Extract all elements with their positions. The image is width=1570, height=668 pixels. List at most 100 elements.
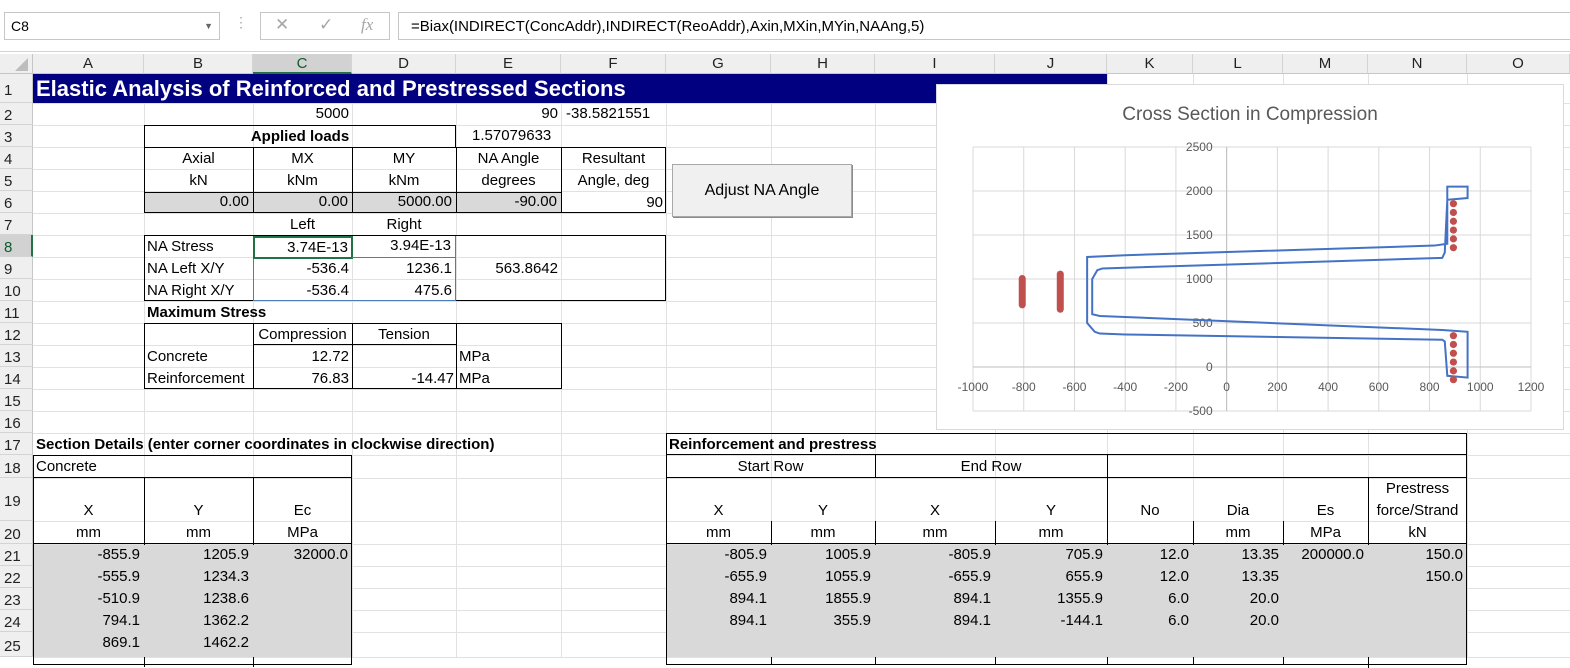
cell-g20[interactable]: mm bbox=[706, 524, 731, 541]
cell-a19[interactable]: X bbox=[83, 502, 94, 519]
cell-d4[interactable]: MY bbox=[392, 150, 416, 167]
reo-cell-y2[interactable]: -144.1 bbox=[1060, 612, 1103, 629]
cell-j20[interactable]: mm bbox=[1038, 524, 1064, 541]
cell-l19[interactable]: Dia bbox=[1226, 502, 1250, 519]
reo-cell-pf[interactable]: 150.0 bbox=[1425, 568, 1463, 585]
cell-f4[interactable]: Resultant bbox=[581, 150, 646, 167]
cell-b8[interactable]: NA Stress bbox=[147, 238, 214, 255]
row-header-22[interactable]: 22 bbox=[0, 566, 33, 588]
reo-cell-y1[interactable]: 1055.9 bbox=[825, 568, 871, 585]
select-all-corner[interactable] bbox=[0, 54, 33, 74]
reo-cell-dia[interactable]: 20.0 bbox=[1249, 590, 1279, 607]
cell-n20[interactable]: kN bbox=[1408, 524, 1427, 541]
cell-d5[interactable]: kNm bbox=[388, 172, 420, 189]
reo-cell-x2[interactable]: 894.1 bbox=[953, 612, 991, 629]
cell-a20[interactable]: mm bbox=[76, 524, 101, 541]
cell-b5[interactable]: kN bbox=[189, 172, 208, 189]
row-header-19[interactable]: 19 bbox=[0, 478, 33, 521]
function-icon[interactable]: fx bbox=[361, 15, 374, 34]
row-header-1[interactable]: 1 bbox=[0, 74, 33, 103]
reo-cell-y2[interactable]: 1355.9 bbox=[1057, 590, 1103, 607]
column-header-l[interactable]: L bbox=[1193, 54, 1283, 74]
cell-c4[interactable]: MX bbox=[291, 150, 314, 167]
cell-b9[interactable]: NA Left X/Y bbox=[147, 260, 225, 277]
row-header-21[interactable]: 21 bbox=[0, 544, 33, 566]
column-header-e[interactable]: E bbox=[456, 54, 561, 74]
row-header-18[interactable]: 18 bbox=[0, 455, 33, 478]
concrete-cell-y[interactable]: 1234.3 bbox=[203, 568, 249, 585]
cell-a18[interactable]: Concrete bbox=[36, 458, 97, 475]
row-header-4[interactable]: 4 bbox=[0, 147, 33, 169]
concrete-cell-y[interactable]: 1205.9 bbox=[203, 546, 249, 563]
reo-cell-es[interactable]: 200000.0 bbox=[1301, 546, 1364, 563]
cell-c2[interactable]: 5000 bbox=[315, 105, 349, 122]
cell-c5[interactable]: kNm bbox=[287, 172, 318, 189]
cell-h19[interactable]: Y bbox=[817, 502, 828, 519]
cell-b20[interactable]: mm bbox=[186, 524, 211, 541]
cell-e14[interactable]: MPa bbox=[459, 370, 490, 387]
row-header-17[interactable]: 17 bbox=[0, 433, 33, 455]
cell-i20[interactable]: mm bbox=[922, 524, 948, 541]
cell-i19[interactable]: X bbox=[929, 502, 940, 519]
column-header-i[interactable]: I bbox=[875, 54, 995, 74]
drag-handle-icon[interactable]: ⋮ bbox=[234, 14, 248, 30]
column-header-o[interactable]: O bbox=[1467, 54, 1570, 74]
cross-section-chart[interactable]: Cross Section in Compression -1000 -800 -6… bbox=[936, 84, 1564, 430]
cell-e6[interactable]: -90.00 bbox=[456, 192, 562, 213]
column-header-k[interactable]: K bbox=[1107, 54, 1193, 74]
cell-c10[interactable]: -536.4 bbox=[306, 282, 349, 299]
formula-input[interactable]: =Biax(INDIRECT(ConcAddr),INDIRECT(ReoAdd… bbox=[398, 12, 1570, 40]
reo-cell-y1[interactable]: 355.9 bbox=[833, 612, 871, 629]
row-header-13[interactable]: 13 bbox=[0, 345, 33, 367]
reo-cell-x2[interactable]: -655.9 bbox=[948, 568, 991, 585]
row-header-15[interactable]: 15 bbox=[0, 389, 33, 411]
cell-d6[interactable]: 5000.00 bbox=[352, 192, 457, 213]
column-header-n[interactable]: N bbox=[1368, 54, 1467, 74]
cell-c19[interactable]: Ec bbox=[293, 502, 312, 519]
chevron-down-icon[interactable]: ▼ bbox=[204, 21, 213, 31]
cell-b10[interactable]: NA Right X/Y bbox=[147, 282, 235, 299]
reo-cell-x1[interactable]: 894.1 bbox=[729, 612, 767, 629]
cell-b6[interactable]: 0.00 bbox=[144, 192, 254, 213]
cell-b13[interactable]: Concrete bbox=[147, 348, 208, 365]
cell-c6[interactable]: 0.00 bbox=[253, 192, 353, 213]
reo-cell-x2[interactable]: 894.1 bbox=[953, 590, 991, 607]
cell-b19[interactable]: Y bbox=[193, 502, 204, 519]
reo-cell-dia[interactable]: 20.0 bbox=[1249, 612, 1279, 629]
cell-c9[interactable]: -536.4 bbox=[306, 260, 349, 277]
cell-b4[interactable]: Axial bbox=[182, 150, 215, 167]
start-row-label[interactable]: Start Row bbox=[737, 458, 804, 475]
cell-n19-line2[interactable]: force/Strand bbox=[1376, 502, 1459, 519]
cell-l20[interactable]: mm bbox=[1225, 524, 1251, 541]
column-header-c[interactable]: C bbox=[253, 54, 352, 74]
cell-f2[interactable]: -38.5821551 bbox=[566, 105, 651, 122]
reo-cell-dia[interactable]: 13.35 bbox=[1241, 568, 1279, 585]
concrete-cell-y[interactable]: 1238.6 bbox=[203, 590, 249, 607]
row-header-3[interactable]: 3 bbox=[0, 125, 33, 147]
column-header-f[interactable]: F bbox=[561, 54, 666, 74]
reo-cell-y2[interactable]: 655.9 bbox=[1065, 568, 1103, 585]
reo-cell-y1[interactable]: 1855.9 bbox=[825, 590, 871, 607]
cell-e9[interactable]: 563.8642 bbox=[495, 260, 558, 277]
row-header-16[interactable]: 16 bbox=[0, 411, 33, 433]
row-header-12[interactable]: 12 bbox=[0, 323, 33, 345]
row-header-7[interactable]: 7 bbox=[0, 213, 33, 235]
cell-e3[interactable]: 1.57079633 bbox=[472, 127, 552, 144]
cell-g17[interactable]: Reinforcement and prestress bbox=[669, 436, 877, 453]
enter-icon[interactable]: ✓ bbox=[319, 15, 334, 34]
reo-cell-x1[interactable]: 894.1 bbox=[729, 590, 767, 607]
cell-j19[interactable]: Y bbox=[1045, 502, 1056, 519]
row-header-24[interactable]: 24 bbox=[0, 610, 33, 632]
cell-e5[interactable]: degrees bbox=[481, 172, 536, 189]
cell-h20[interactable]: mm bbox=[810, 524, 836, 541]
reo-cell-x2[interactable]: -805.9 bbox=[948, 546, 991, 563]
cell-d7[interactable]: Right bbox=[386, 216, 422, 233]
reo-cell-dia[interactable]: 13.35 bbox=[1241, 546, 1279, 563]
row-header-23[interactable]: 23 bbox=[0, 588, 33, 610]
cell-d9[interactable]: 1236.1 bbox=[406, 260, 452, 277]
column-header-j[interactable]: J bbox=[995, 54, 1107, 74]
cell-c13[interactable]: 12.72 bbox=[311, 348, 349, 365]
cell-d10[interactable]: 475.6 bbox=[414, 282, 452, 299]
row-header-20[interactable]: 20 bbox=[0, 521, 33, 544]
cell-c7[interactable]: Left bbox=[289, 216, 316, 233]
